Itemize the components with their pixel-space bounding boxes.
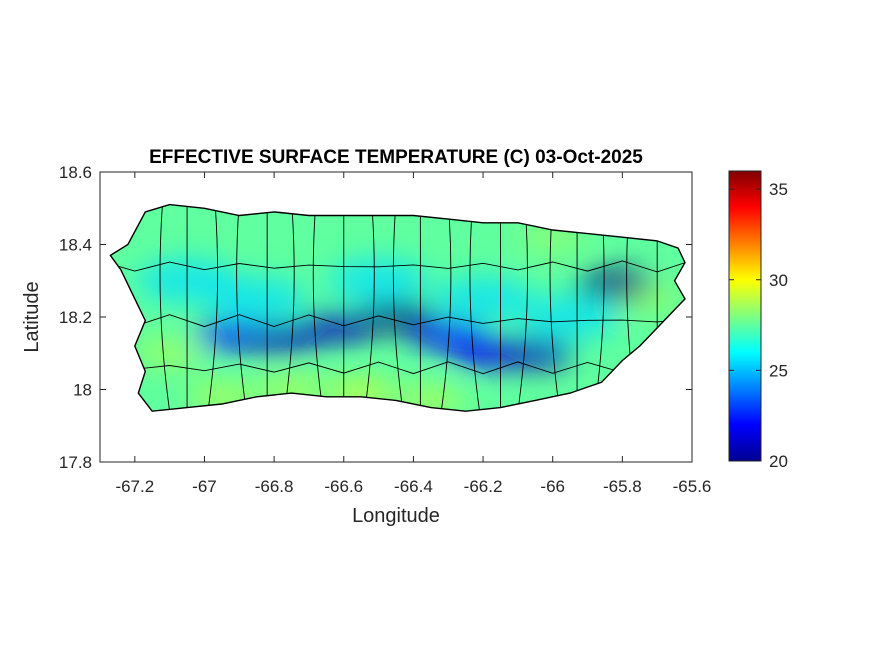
x-tick-label: -65.6 xyxy=(673,477,712,496)
x-tick-label: -66.4 xyxy=(394,477,433,496)
municipal-boundary xyxy=(110,259,685,273)
x-axis-label: Longitude xyxy=(352,505,440,527)
y-tick-label: 17.8 xyxy=(59,453,92,472)
municipal-boundary xyxy=(206,204,219,412)
x-tick-label: -67.2 xyxy=(115,477,154,496)
cool-zone xyxy=(577,270,654,299)
x-tick-label: -66 xyxy=(540,477,565,496)
cool-zone xyxy=(243,324,320,353)
y-tick-label: 18.2 xyxy=(59,308,92,327)
colorbar: 20 25 30 35 xyxy=(728,170,788,471)
x-tick-label: -66.2 xyxy=(464,477,503,496)
warm-zone xyxy=(135,341,204,366)
colorbar-tick-label: 25 xyxy=(769,361,788,380)
colorbar-ticks: 20 25 30 35 xyxy=(729,180,788,471)
cool-zone xyxy=(298,313,375,342)
y-axis-label: Latitude xyxy=(21,281,43,352)
municipal-boundary xyxy=(110,314,685,328)
mid-zone xyxy=(520,295,621,339)
municipal-boundary xyxy=(312,204,325,412)
x-tick-label: -65.8 xyxy=(603,477,642,496)
y-axis-ticks: 17.8 18 18.2 18.4 18.6 xyxy=(59,163,692,472)
y-tick-label: 18.6 xyxy=(59,163,92,182)
x-tick-label: -66.8 xyxy=(255,477,294,496)
y-tick-label: 18 xyxy=(73,381,92,400)
colorbar-gradient xyxy=(728,170,762,462)
y-tick-label: 18.4 xyxy=(59,236,92,255)
municipal-boundary xyxy=(439,204,452,412)
municipal-boundary xyxy=(469,204,482,412)
mid-zone xyxy=(328,258,429,303)
chart-title: EFFECTIVE SURFACE TEMPERATURE (C) 03-Oct… xyxy=(149,147,643,168)
cool-zone xyxy=(497,339,574,368)
x-tick-label: -67 xyxy=(192,477,217,496)
municipal-boundary xyxy=(516,204,528,412)
plot-area: -67.2 -67 -66.8 -66.6 -66.4 -66.2 -66 -65.8 -65.… xyxy=(59,163,711,496)
colorbar-tick-label: 30 xyxy=(769,271,788,290)
municipal-boundary xyxy=(283,204,295,412)
x-tick-label: -66.6 xyxy=(324,477,363,496)
mid-zone xyxy=(433,276,534,321)
municipal-boundary xyxy=(392,204,405,412)
colorbar-tick-label: 35 xyxy=(769,180,788,199)
x-axis-ticks: -67.2 -67 -66.8 -66.6 -66.4 -66.2 -66 -65.8 -65.… xyxy=(115,172,711,496)
municipal-boundary xyxy=(236,204,248,412)
municipal-boundary xyxy=(363,204,375,412)
municipal-boundaries xyxy=(110,204,685,412)
municipal-boundary xyxy=(110,361,685,375)
municipal-boundary xyxy=(159,204,172,412)
colorbar-tick-label: 20 xyxy=(769,452,788,471)
